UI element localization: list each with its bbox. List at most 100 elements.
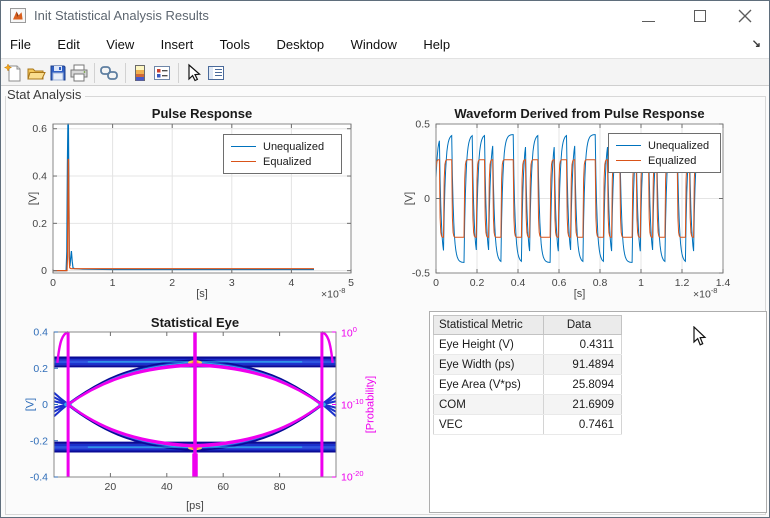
print-icon	[70, 64, 88, 82]
save-icon	[50, 65, 66, 81]
menu-desktop[interactable]: Desktop	[276, 37, 325, 52]
title-bar: Init Statistical Analysis Results	[1, 1, 769, 31]
svg-text:40: 40	[161, 481, 173, 493]
legend-entry: Equalized	[616, 153, 714, 168]
probability-tick-2: 10-20	[341, 469, 364, 484]
waveform-x-exponent: ×10-8	[693, 286, 718, 301]
menu-help[interactable]: Help	[423, 37, 451, 52]
svg-text:1.2: 1.2	[675, 277, 690, 289]
statistical-eye-title: Statistical Eye	[150, 315, 240, 330]
svg-text:0.4: 0.4	[32, 171, 47, 183]
waveform-x-axis-label: [s]	[573, 288, 586, 300]
metric-value[interactable]: 0.4311	[543, 334, 622, 355]
waveform-title: Waveform Derived from Pulse Response	[454, 106, 705, 121]
svg-text:2: 2	[169, 277, 175, 289]
menu-file[interactable]: File	[10, 37, 31, 52]
metric-name[interactable]: VEC	[433, 414, 544, 435]
window-title: Init Statistical Analysis Results	[34, 8, 209, 23]
toolbar-separator	[178, 63, 179, 83]
open-file-button[interactable]	[26, 63, 46, 83]
toolbar	[1, 58, 769, 86]
print-button[interactable]	[69, 63, 89, 83]
metric-value[interactable]: 91.4894	[543, 354, 622, 375]
minimize-icon	[642, 21, 655, 22]
svg-text:60: 60	[217, 481, 229, 493]
minimize-button[interactable]	[634, 1, 664, 31]
column-header-data[interactable]: Data	[543, 315, 622, 335]
save-button[interactable]	[48, 63, 68, 83]
plot-browser-icon	[208, 66, 224, 80]
link-icon	[100, 66, 118, 80]
statistical-eye-chart: Statistical Eye 20 40 60 80 -0.4 -0.2 0 0.2 0.4 …	[19, 314, 391, 517]
svg-text:0: 0	[424, 193, 430, 205]
insert-colorbar-button[interactable]	[130, 63, 150, 83]
metric-name[interactable]: Eye Area (V*ps)	[433, 374, 544, 395]
insert-legend-button[interactable]	[152, 63, 172, 83]
pulse-legend[interactable]: Unequalized Equalized	[223, 134, 342, 174]
metric-name[interactable]: COM	[433, 394, 544, 415]
waveform-legend[interactable]: Unequalized Equalized	[608, 133, 721, 173]
new-file-button[interactable]	[4, 63, 24, 83]
metric-value[interactable]: 25.8094	[543, 374, 622, 395]
svg-text:3: 3	[229, 277, 235, 289]
table-row: Eye Height (V) 0.4311	[433, 334, 622, 355]
metric-value[interactable]: 21.6909	[543, 394, 622, 415]
edit-plot-button[interactable]	[183, 63, 203, 83]
maximize-icon	[694, 10, 706, 22]
svg-text:0: 0	[433, 277, 439, 289]
legend-line-equalized	[616, 160, 641, 161]
cursor-arrow-icon	[188, 63, 201, 82]
menu-window[interactable]: Window	[350, 37, 397, 52]
metrics-table-panel: Statistical Metric Data Eye Height (V) 0…	[429, 311, 767, 513]
legend-entry: Equalized	[231, 154, 335, 169]
svg-text:4: 4	[288, 277, 294, 289]
legend-entry: Unequalized	[616, 138, 714, 153]
maximize-button[interactable]	[685, 1, 715, 31]
menu-edit[interactable]: Edit	[57, 37, 80, 52]
legend-line-unequalized	[616, 145, 641, 146]
legend-entry: Unequalized	[231, 139, 335, 154]
svg-text:0.2: 0.2	[32, 218, 47, 230]
svg-text:-0.2: -0.2	[30, 435, 48, 447]
eye-left-axis-label: [V]	[24, 397, 37, 412]
stat-analysis-panel-border	[5, 96, 766, 515]
plot-browser-button[interactable]	[206, 63, 226, 83]
pulse-x-axis-label: [s]	[196, 288, 208, 300]
figure-canvas: Stat Analysis Pulse Response 0 1 2 3 4 5 0 0.2 0…	[1, 86, 769, 517]
svg-text:1.4: 1.4	[716, 277, 731, 289]
waveform-chart: Waveform Derived from Pulse Response 0 0.…	[401, 106, 746, 306]
close-button[interactable]	[730, 1, 760, 31]
metric-value[interactable]: 0.7461	[543, 414, 622, 435]
menu-tools[interactable]: Tools	[219, 37, 250, 52]
svg-text:-0.5: -0.5	[412, 268, 430, 280]
colorbar-icon	[135, 65, 145, 81]
svg-text:0.5: 0.5	[415, 119, 430, 131]
link-plot-button[interactable]	[99, 63, 119, 83]
dock-figure-icon[interactable]: ↘	[751, 38, 761, 50]
legend-line-unequalized	[231, 146, 256, 147]
metric-name[interactable]: Eye Width (ps)	[433, 354, 544, 375]
eye-right-axis-label: [Probability]	[364, 375, 377, 434]
metrics-table: Statistical Metric Data Eye Height (V) 0…	[433, 315, 622, 435]
stat-analysis-panel-label: Stat Analysis	[6, 87, 86, 102]
menu-view[interactable]: View	[106, 37, 135, 52]
menu-bar: File Edit View Insert Tools Desktop Wind…	[1, 31, 769, 58]
table-row: COM 21.6909	[433, 394, 622, 415]
mouse-cursor	[693, 326, 707, 346]
menu-insert[interactable]: Insert	[160, 37, 194, 52]
legend-line-equalized	[231, 161, 256, 162]
svg-text:0: 0	[50, 277, 56, 289]
metric-name[interactable]: Eye Height (V)	[433, 334, 544, 355]
matlab-logo-icon	[10, 8, 26, 23]
statistical-eye-plot: 20 40 60 80 -0.4 -0.2 0 0.2 0.4	[30, 327, 337, 493]
table-row: VEC 0.7461	[433, 414, 622, 435]
svg-text:0.2: 0.2	[470, 277, 485, 289]
svg-text:0: 0	[41, 265, 47, 277]
table-row: Eye Width (ps) 91.4894	[433, 354, 622, 375]
new-file-icon	[4, 63, 21, 82]
column-header-metric[interactable]: Statistical Metric	[433, 315, 544, 335]
probability-tick-0: 100	[341, 325, 357, 340]
pulse-y-axis-label: [V]	[27, 191, 40, 206]
table-header-row: Statistical Metric Data	[433, 315, 622, 335]
